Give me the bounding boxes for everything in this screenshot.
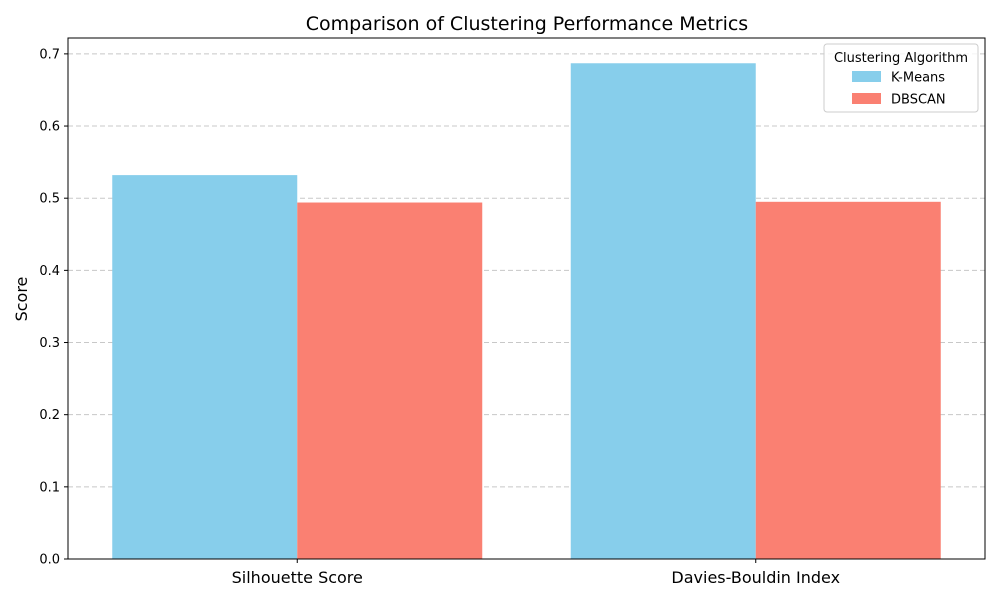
chart-title: Comparison of Clustering Performance Met… — [306, 13, 748, 35]
bar-dbscan — [755, 201, 941, 560]
plot-frame — [67, 37, 986, 560]
y-axis-title: Score — [12, 277, 31, 322]
y-tick-label: 0.0 — [39, 553, 60, 568]
bars — [112, 63, 941, 560]
y-tick-label: 0.1 — [39, 480, 60, 495]
y-tick-label: 0.4 — [39, 264, 60, 279]
bar-k-means — [570, 63, 756, 560]
x-tick-label: Silhouette Score — [232, 568, 363, 587]
legend: Clustering Algorithm K-Means DBSCAN — [823, 43, 979, 113]
x-tick-label: Davies-Bouldin Index — [671, 568, 840, 587]
y-axis-ticks: 0.0 0.1 0.2 0.3 0.4 0.5 0.6 0.7 — [39, 47, 68, 568]
axes — [67, 37, 986, 560]
legend-label: DBSCAN — [891, 93, 946, 108]
legend-label: K-Means — [891, 71, 945, 86]
y-tick-label: 0.2 — [39, 408, 60, 423]
bar-k-means — [112, 175, 298, 559]
y-tick-label: 0.3 — [39, 336, 60, 351]
legend-swatch — [852, 71, 881, 82]
bar-dbscan — [297, 202, 483, 560]
legend-title: Clustering Algorithm — [834, 51, 968, 66]
legend-swatch — [852, 93, 881, 104]
legend-items: K-Means DBSCAN — [852, 71, 946, 108]
y-tick-label: 0.6 — [39, 120, 60, 135]
x-axis-ticks: Silhouette Score Davies-Bouldin Index — [232, 559, 840, 587]
y-tick-label: 0.7 — [39, 47, 60, 62]
y-tick-label: 0.5 — [39, 192, 60, 207]
